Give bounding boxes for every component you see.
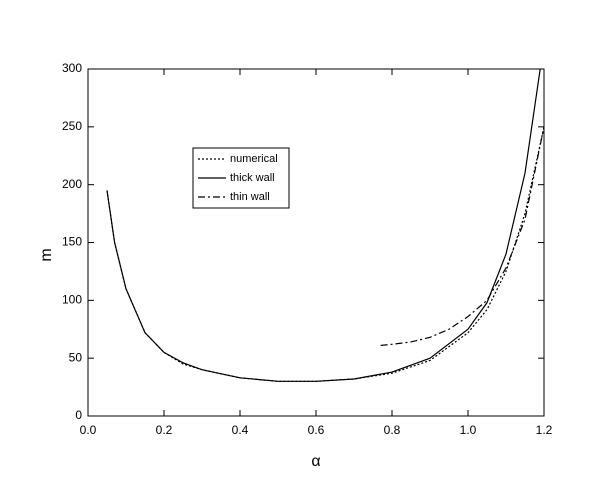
legend: numerical thick wall thin wall: [192, 147, 290, 209]
y-tick-label: 50: [69, 350, 83, 364]
y-tick-label: 150: [62, 235, 82, 249]
x-tick-label: 0.2: [156, 423, 173, 437]
x-tick-label: 0.0: [80, 423, 97, 437]
legend-label: thin wall: [230, 191, 270, 203]
x-tick-label: 0.4: [232, 423, 249, 437]
x-axis-label: α: [311, 453, 320, 470]
y-tick-label: 300: [62, 61, 82, 75]
plot-frame: [87, 68, 545, 417]
legend-label: numerical: [230, 153, 278, 165]
x-tick-label: 0.6: [308, 423, 325, 437]
y-tick-label: 0: [75, 408, 82, 422]
x-tick-label: 0.8: [384, 423, 401, 437]
x-tick-label: 1.0: [460, 423, 477, 437]
y-tick-label: 250: [62, 119, 82, 133]
y-tick-label: 200: [62, 177, 82, 191]
series-line: [106, 68, 541, 382]
legend-label: thick wall: [230, 172, 275, 184]
y-tick-label: 100: [62, 293, 82, 307]
series-line: [380, 126, 545, 347]
series-line: [106, 126, 545, 382]
x-tick-label: 1.2: [536, 423, 553, 437]
y-axis-label: m: [38, 248, 55, 261]
